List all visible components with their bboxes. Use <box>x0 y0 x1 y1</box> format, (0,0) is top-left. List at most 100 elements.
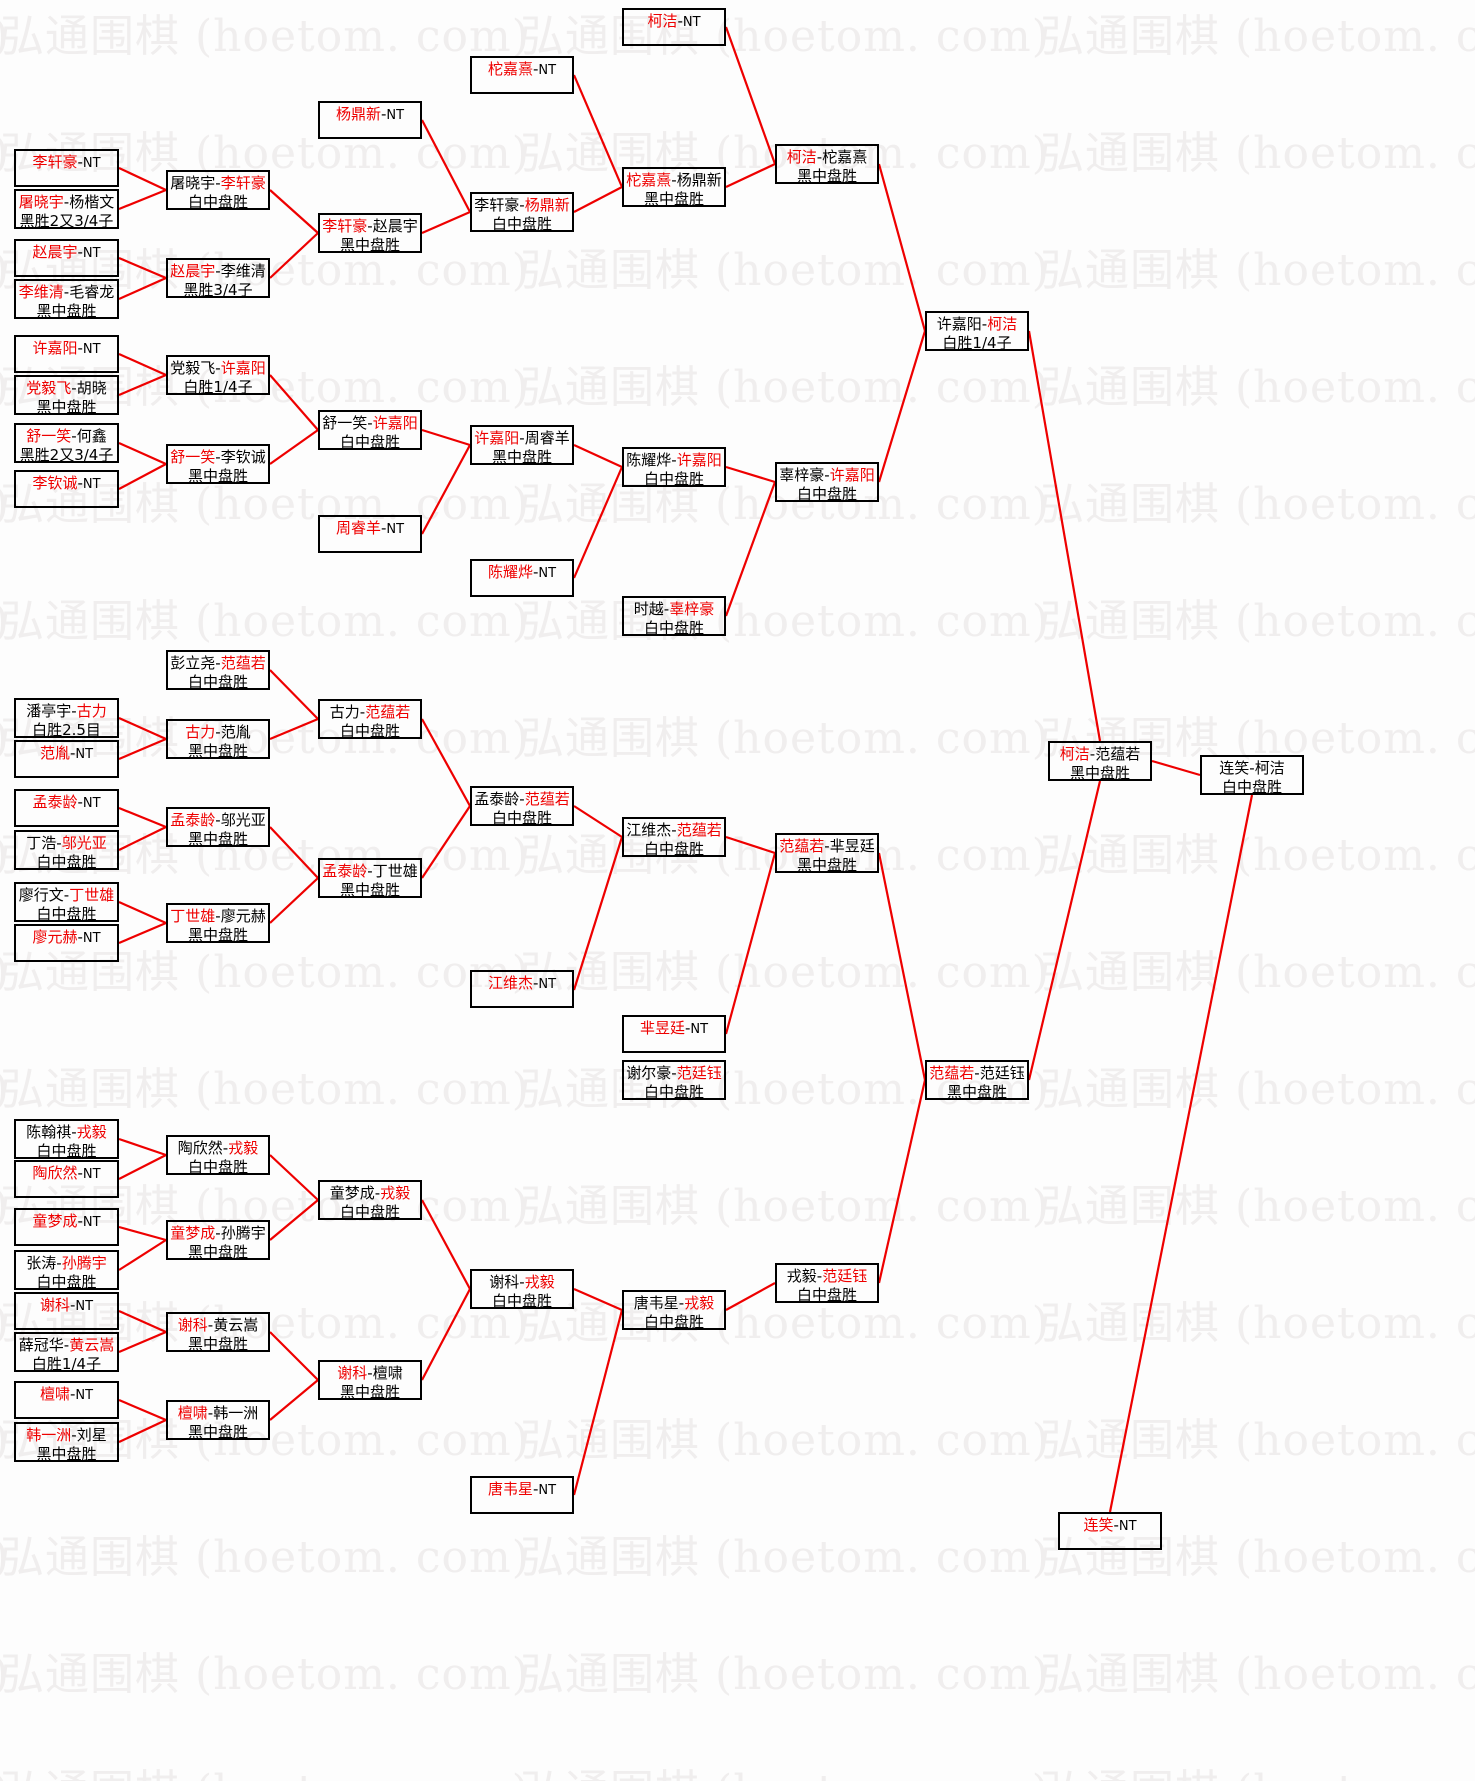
match-box[interactable]: 柯洁-柁嘉熹 黑中盘胜 <box>775 144 879 185</box>
match-box[interactable]: 连笑-柯洁 白中盘胜 <box>1200 755 1304 796</box>
match-box[interactable]: 陈翰祺-戎毅 白中盘胜 <box>14 1119 119 1160</box>
match-box[interactable]: 谢尔豪-范廷钰 白中盘胜 <box>622 1060 726 1101</box>
match-box[interactable]: 彭立尧-范蕴若 白中盘胜 <box>166 650 270 691</box>
match-box[interactable]: 童梦成-NT <box>14 1208 119 1246</box>
match-box[interactable]: 党毅飞-许嘉阳 白胜1/4子 <box>166 355 270 396</box>
match-box[interactable]: 赵晨宇-NT <box>14 239 119 277</box>
match-box[interactable]: 李维清-毛睿龙 黑中盘胜 <box>14 279 119 320</box>
player-one: 谢科 <box>337 1364 368 1382</box>
match-box[interactable]: 廖行文-丁世雄 白中盘胜 <box>14 882 119 923</box>
match-box[interactable]: 唐韦星-NT <box>470 1476 574 1514</box>
connector-line <box>269 1379 319 1421</box>
match-box[interactable]: 许嘉阳-柯洁 白胜1/4子 <box>925 311 1029 352</box>
match-box[interactable]: 时越-辜梓豪 白中盘胜 <box>622 596 726 637</box>
pair-separator: - <box>71 427 77 445</box>
match-box[interactable]: 党毅飞-胡晓 黑中盘胜 <box>14 375 119 416</box>
match-box[interactable]: 范胤-NT <box>14 740 119 778</box>
pair-separator: - <box>663 600 670 618</box>
match-box[interactable]: 廖元赫-NT <box>14 924 119 962</box>
player-two: 檀啸 <box>372 1364 403 1382</box>
match-box[interactable]: 谢科-NT <box>14 1292 119 1330</box>
pair-separator: - <box>69 1296 76 1314</box>
match-pairing: 赵晨宇-李维清 <box>170 262 265 281</box>
match-box[interactable]: 谢科-戎毅 白中盘胜 <box>470 1269 574 1310</box>
match-box[interactable]: 屠晓宇-李轩豪 白中盘胜 <box>166 170 270 211</box>
watermark-text: 弘通围棋 (hoetom. com) <box>0 936 10 1000</box>
connector-line <box>269 1154 319 1201</box>
player-two: 范蕴若 <box>524 790 570 808</box>
match-box[interactable]: 柯洁-NT <box>622 8 726 46</box>
match-box[interactable]: 丁浩-邬光亚 白中盘胜 <box>14 830 119 871</box>
player-two: 许嘉阳 <box>676 451 722 469</box>
match-box[interactable]: 唐韦星-戎毅 白中盘胜 <box>622 1290 726 1331</box>
match-box[interactable]: 杨鼎新-NT <box>318 101 422 139</box>
match-pairing: 张涛-孙腾宇 <box>26 1254 106 1273</box>
player-two: 柯洁 <box>1254 759 1285 777</box>
pair-separator: - <box>671 171 677 189</box>
match-box[interactable]: 谢科-黄云嵩 黑中盘胜 <box>166 1312 270 1353</box>
match-pairing: 童梦成-戎毅 <box>330 1184 410 1203</box>
match-result: 黑中盘胜 <box>36 1445 97 1463</box>
player-one: 柯洁 <box>786 148 817 166</box>
match-box[interactable]: 辜梓豪-许嘉阳 白中盘胜 <box>775 462 879 503</box>
match-box[interactable]: 李轩豪-NT <box>14 149 119 187</box>
match-box[interactable]: 孟泰龄-范蕴若 白中盘胜 <box>470 786 574 827</box>
match-box[interactable]: 孟泰龄-丁世雄 黑中盘胜 <box>318 858 422 899</box>
watermark-text: 弘通围棋 (hoetom. com) <box>0 596 530 647</box>
match-box[interactable]: 范蕴若-范廷钰 黑中盘胜 <box>925 1060 1029 1101</box>
match-box[interactable]: 江维杰-NT <box>470 970 574 1008</box>
match-box[interactable]: 戎毅-范廷钰 白中盘胜 <box>775 1263 879 1304</box>
match-box[interactable]: 古力-范胤 黑中盘胜 <box>166 719 270 760</box>
pair-separator: - <box>63 1336 70 1354</box>
player-two: NT <box>690 1022 709 1037</box>
match-box[interactable]: 舒一笑-何鑫 黑胜2又3/4子 <box>14 423 119 464</box>
pair-separator: - <box>215 1224 221 1242</box>
match-box[interactable]: 韩一洲-刘星 黑中盘胜 <box>14 1422 119 1463</box>
match-box[interactable]: 陶欣然-戎毅 白中盘胜 <box>166 1135 270 1176</box>
match-box[interactable]: 孟泰龄-邬光亚 黑中盘胜 <box>166 807 270 848</box>
match-box[interactable]: 柁嘉熹-NT <box>470 56 574 94</box>
match-box[interactable]: 童梦成-孙腾宇 黑中盘胜 <box>166 1220 270 1261</box>
match-box[interactable]: 舒一笑-李钦诚 黑中盘胜 <box>166 444 270 485</box>
match-box[interactable]: 屠晓宇-杨楷文 黑胜2又3/4子 <box>14 189 119 230</box>
match-box[interactable]: 赵晨宇-李维清 黑胜3/4子 <box>166 258 270 299</box>
match-box[interactable]: 丁世雄-廖元赫 黑中盘胜 <box>166 903 270 944</box>
match-box[interactable]: 谢科-檀啸 黑中盘胜 <box>318 1360 422 1401</box>
match-result: 黑中盘胜 <box>187 1243 248 1261</box>
match-box[interactable]: 许嘉阳-NT <box>14 335 119 373</box>
match-box[interactable]: 柯洁-范蕴若 黑中盘胜 <box>1048 741 1152 782</box>
pair-separator: - <box>816 1267 823 1285</box>
match-box[interactable]: 薛冠华-黄云嵩 白胜1/4子 <box>14 1332 119 1373</box>
match-box[interactable]: 柁嘉熹-杨鼎新 黑中盘胜 <box>622 167 726 208</box>
watermark-text: 弘通围棋 (hoetom. com) <box>0 117 10 181</box>
match-box[interactable]: 陈耀烨-NT <box>470 559 574 597</box>
match-result: 白中盘胜 <box>187 1158 248 1176</box>
connector-line <box>118 716 167 741</box>
match-box[interactable]: 李轩豪-赵晨宇 黑中盘胜 <box>318 213 422 254</box>
match-box[interactable]: 舒一笑-许嘉阳 白中盘胜 <box>318 410 422 451</box>
match-box[interactable]: 连笑-NT <box>1058 1512 1162 1550</box>
match-box[interactable]: 张涛-孙腾宇 白中盘胜 <box>14 1250 119 1291</box>
match-box[interactable]: 潘亭宇-古力 白胜2.5目 <box>14 698 119 739</box>
match-box[interactable]: 李钦诚-NT <box>14 470 119 508</box>
player-one: 唐韦星 <box>487 1480 533 1498</box>
match-box[interactable]: 周睿羊-NT <box>318 515 422 553</box>
match-box[interactable]: 古力-范蕴若 白中盘胜 <box>318 699 422 740</box>
match-pairing: 芈昱廷-NT <box>640 1019 708 1039</box>
match-box[interactable]: 檀啸-韩一洲 黑中盘胜 <box>166 1400 270 1441</box>
match-box[interactable]: 陶欣然-NT <box>14 1160 119 1198</box>
match-box[interactable]: 陈耀烨-许嘉阳 白中盘胜 <box>622 447 726 488</box>
match-box[interactable]: 檀啸-NT <box>14 1381 119 1419</box>
player-two: 许嘉阳 <box>372 414 418 432</box>
player-one: 童梦成 <box>170 1224 216 1242</box>
match-box[interactable]: 童梦成-戎毅 白中盘胜 <box>318 1180 422 1221</box>
connector-line <box>118 826 167 851</box>
match-box[interactable]: 范蕴若-芈昱廷 黑中盘胜 <box>775 833 879 874</box>
match-box[interactable]: 江维杰-范蕴若 白中盘胜 <box>622 817 726 858</box>
match-box[interactable]: 芈昱廷-NT <box>622 1015 726 1053</box>
match-box[interactable]: 李轩豪-杨鼎新 白中盘胜 <box>470 192 574 233</box>
match-box[interactable]: 孟泰龄-NT <box>14 789 119 827</box>
connector-line <box>877 852 927 1081</box>
match-box[interactable]: 许嘉阳-周睿羊 黑中盘胜 <box>470 425 574 466</box>
connector-line <box>118 441 167 466</box>
